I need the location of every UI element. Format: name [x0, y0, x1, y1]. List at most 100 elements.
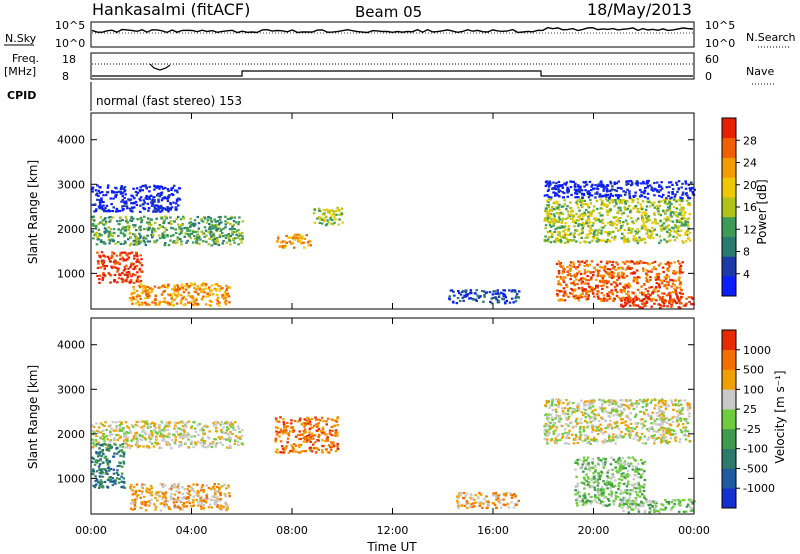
- heatmap-cell: [623, 290, 626, 293]
- heatmap-cell: [313, 424, 316, 427]
- heatmap-cell: [161, 232, 164, 235]
- heatmap-cell: [560, 221, 564, 224]
- heatmap-cell: [616, 278, 619, 282]
- heatmap-cell: [553, 187, 556, 190]
- heatmap-cell: [318, 433, 321, 436]
- heatmap-cell: [640, 432, 644, 435]
- heatmap-cell: [635, 400, 639, 403]
- heatmap-cell: [635, 232, 638, 236]
- heatmap-cell: [121, 192, 124, 195]
- heatmap-cell: [581, 225, 585, 228]
- heatmap-cell: [316, 424, 320, 427]
- heatmap-cell: [119, 219, 122, 222]
- heatmap-cell: [115, 207, 119, 211]
- heatmap-cell: [558, 262, 562, 265]
- heatmap-cell: [510, 297, 514, 300]
- heatmap-cell: [214, 423, 218, 426]
- heatmap-cell: [677, 402, 680, 405]
- heatmap-cell: [191, 222, 195, 225]
- heatmap-cell: [675, 436, 678, 439]
- heatmap-cell: [139, 506, 142, 509]
- heatmap-cell: [223, 423, 226, 426]
- heatmap-cell: [616, 404, 620, 408]
- heatmap-cell: [678, 408, 681, 411]
- heatmap-cell: [135, 495, 139, 498]
- heatmap-cell: [640, 214, 644, 217]
- heatmap-cell: [311, 426, 314, 429]
- heatmap-cell: [215, 236, 219, 240]
- heatmap-cell: [111, 483, 115, 487]
- heatmap-cell: [134, 491, 138, 494]
- heatmap-cell: [543, 209, 547, 213]
- heatmap-cell: [211, 495, 214, 498]
- heatmap-cell: [287, 434, 291, 437]
- heatmap-cell: [94, 209, 98, 213]
- heatmap-cell: [587, 468, 590, 471]
- heatmap-cell: [329, 215, 333, 218]
- heatmap-cell: [224, 234, 227, 237]
- heatmap-cell: [564, 232, 567, 235]
- heatmap-cell: [619, 433, 622, 436]
- heatmap-cell: [228, 301, 231, 304]
- heatmap-cell: [563, 234, 566, 237]
- heatmap-cell: [187, 446, 191, 449]
- heatmap-cell: [570, 180, 574, 183]
- heatmap-cell: [556, 194, 560, 197]
- heatmap-cell: [95, 478, 99, 481]
- heatmap-cell: [592, 412, 596, 416]
- heatmap-cell: [313, 221, 317, 224]
- heatmap-cell: [120, 185, 123, 188]
- heatmap-cell: [643, 435, 646, 438]
- heatmap-cell: [208, 430, 211, 433]
- heatmap-cell: [282, 451, 285, 454]
- heatmap-cell: [672, 198, 676, 201]
- heatmap-cell: [109, 468, 113, 471]
- heatmap-cell: [166, 206, 169, 209]
- heatmap-cell: [92, 470, 95, 473]
- heatmap-cell: [161, 209, 164, 212]
- date-title: 18/May/2013: [587, 0, 692, 19]
- heatmap-cell: [580, 199, 583, 202]
- heatmap-cell: [677, 423, 680, 426]
- heatmap-cell: [193, 286, 196, 289]
- heatmap-cell: [584, 180, 588, 183]
- heatmap-cell: [188, 502, 192, 505]
- heatmap-cell: [565, 181, 569, 184]
- heatmap-cell: [336, 206, 339, 209]
- heatmap-cell: [133, 505, 137, 508]
- heatmap-cell: [95, 483, 98, 486]
- heatmap-cell: [555, 239, 559, 242]
- heatmap-cell: [187, 484, 190, 488]
- heatmap-cell: [181, 486, 184, 489]
- heatmap-cell: [210, 227, 214, 230]
- heatmap-cell: [97, 465, 101, 468]
- heatmap-cell: [608, 260, 612, 263]
- heatmap-cell: [603, 194, 606, 198]
- heatmap-cell: [238, 436, 242, 439]
- heatmap-cell: [572, 274, 576, 277]
- heatmap-cell: [579, 203, 583, 207]
- heatmap-cell: [667, 191, 671, 194]
- heatmap-cell: [228, 238, 231, 241]
- heatmap-cell: [176, 426, 179, 429]
- heatmap-cell: [180, 224, 183, 227]
- heatmap-cell: [561, 272, 565, 275]
- heatmap-cell: [216, 239, 219, 242]
- heatmap-cell: [590, 194, 594, 197]
- heatmap-cell: [213, 503, 217, 506]
- heatmap-cell: [675, 232, 679, 235]
- heatmap-cell: [228, 492, 231, 495]
- heatmap-cell: [581, 230, 584, 233]
- heatmap-cell: [121, 198, 124, 202]
- heatmap-cell: [167, 222, 171, 225]
- heatmap-cell: [139, 240, 143, 243]
- heatmap-cell: [174, 202, 178, 205]
- heatmap-cell: [173, 421, 177, 424]
- heatmap-cell: [118, 420, 121, 423]
- heatmap-cell: [686, 402, 690, 405]
- heatmap-cell: [612, 414, 615, 417]
- heatmap-cell: [207, 445, 210, 448]
- heatmap-cell: [102, 438, 105, 441]
- heatmap-cell: [556, 293, 559, 296]
- heatmap-cell: [546, 430, 549, 433]
